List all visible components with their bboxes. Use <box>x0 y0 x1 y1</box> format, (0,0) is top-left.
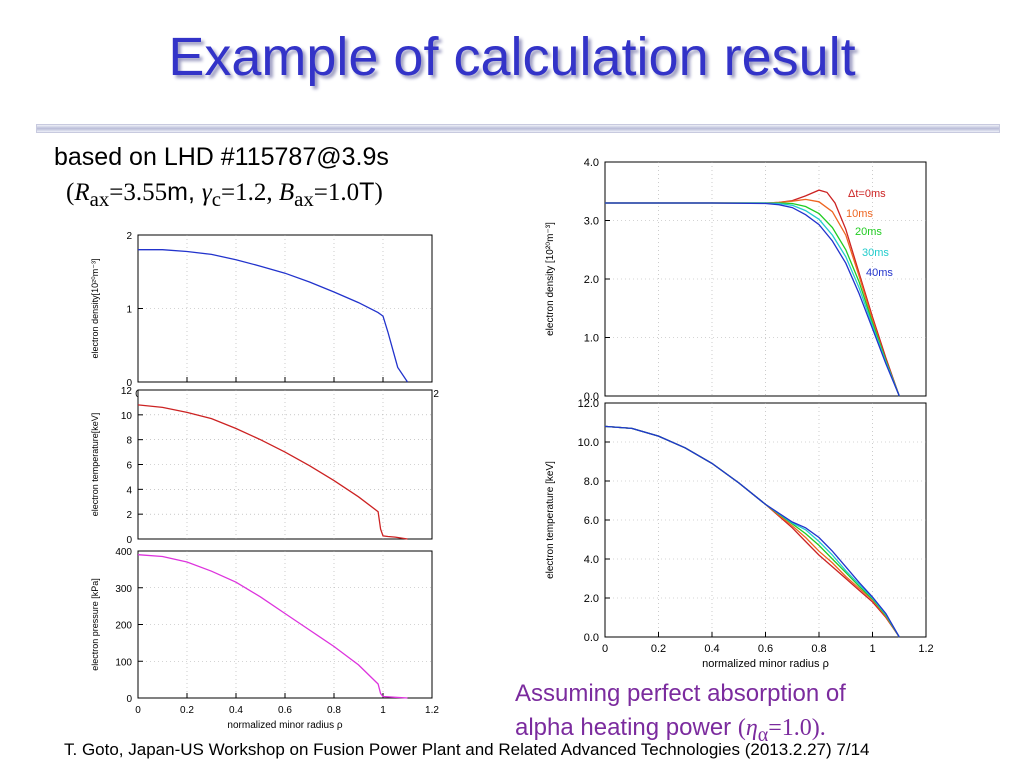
y-tick-label: 1 <box>126 305 132 316</box>
param-gamma-symbol: γ <box>201 179 212 206</box>
y-tick-label: 8.0 <box>584 476 599 488</box>
param-b-value: =1.0 <box>313 179 360 206</box>
x-axis-label: normalized minor radius ρ <box>227 720 342 731</box>
caption: Assuming perfect absorption of alpha hea… <box>515 677 846 752</box>
footer-citation: T. Goto, Japan-US Workshop on Fusion Pow… <box>64 740 870 759</box>
x-tick-label: 0.2 <box>651 643 666 655</box>
series-line-5 <box>604 425 900 638</box>
legend-entry: 10ms <box>846 208 873 220</box>
series-line-5 <box>605 202 900 397</box>
caption-line-1: Assuming perfect absorption of <box>515 680 846 707</box>
caption-eq: =1.0). <box>768 715 826 741</box>
param-r-value: =3.55 <box>109 179 168 206</box>
y-tick-label: 2.0 <box>584 593 599 605</box>
x-tick-label: 1.2 <box>918 643 933 655</box>
param-r-symbol: R <box>74 179 90 206</box>
y-tick-label: 2 <box>126 510 132 521</box>
x-tick-label: 1 <box>380 705 386 716</box>
y-tick-label: 12 <box>121 386 133 397</box>
x-tick-label: 0 <box>602 643 608 655</box>
y-tick-label: 200 <box>115 621 132 632</box>
caption-line-2: alpha heating power (ηα=1.0). <box>515 714 826 746</box>
y-tick-label: 3.0 <box>584 216 599 228</box>
legend-entry: 40ms <box>866 267 893 279</box>
y-tick-label: 2.0 <box>584 274 599 286</box>
x-tick-label: 0.6 <box>278 705 292 716</box>
x-tick-label: 0.6 <box>758 643 773 655</box>
chart-2: 0 2 4 6 8 10 12 electron temperature[keV] <box>90 386 433 546</box>
y-tick-label: 0.0 <box>584 391 599 403</box>
param-r-sub: ax <box>89 187 110 211</box>
y-tick-label: 2 <box>126 231 132 242</box>
y-tick-label: 6.0 <box>584 515 599 527</box>
y-axis-label: electron pressure [kPa] <box>90 578 100 671</box>
y-tick-label: 0.0 <box>584 632 599 644</box>
caption-alpha: α <box>757 723 769 746</box>
y-tick-label: 400 <box>115 547 132 558</box>
caption-line-2-text: alpha heating power <box>515 714 732 741</box>
legend-entry: Δt=0ms <box>848 188 886 200</box>
y-tick-label: 6 <box>126 461 132 472</box>
caption-eta: η <box>745 715 758 741</box>
y-tick-label: 1.0 <box>584 333 599 345</box>
x-axis-label: normalized minor radius ρ <box>702 658 829 670</box>
x-tick-label: 1 <box>869 643 875 655</box>
y-axis-label: electron temperature [keV] <box>545 461 556 579</box>
param-b-unit: T <box>359 178 375 206</box>
slide-title: Example of calculation result <box>168 27 856 87</box>
y-tick-label: 10 <box>121 411 133 422</box>
y-tick-label: 4 <box>126 485 132 496</box>
legend-entry: 20ms <box>855 226 882 238</box>
y-tick-label: 300 <box>115 584 132 595</box>
x-tick-label: 1.2 <box>425 705 439 716</box>
x-tick-label: 0.8 <box>327 705 341 716</box>
parameter-line: (Rax=3.55m, γc=1.2, Bax=1.0T) <box>66 178 383 211</box>
title-divider <box>36 124 1000 133</box>
param-gamma-sub: c <box>211 187 221 211</box>
y-tick-label: 0 <box>126 378 132 389</box>
y-tick-label: 10.0 <box>578 437 599 449</box>
y-tick-label: 4.0 <box>584 554 599 566</box>
x-tick-label: 0 <box>135 705 141 716</box>
chart-4: 0.0 1.0 2.0 3.0 4.0 electron density [10²⁰m⁻³… <box>545 157 927 403</box>
legend-entry: 30ms <box>862 247 889 259</box>
y-tick-label: 100 <box>115 657 132 668</box>
series-line-1 <box>137 554 408 699</box>
y-axis-label: electron density [10²⁰m⁻³] <box>545 222 556 336</box>
y-tick-label: 0 <box>126 535 132 546</box>
param-r-unit: m <box>167 178 188 206</box>
x-tick-label: 0.2 <box>180 705 194 716</box>
x-tick-label: 0.4 <box>229 705 243 716</box>
series-line-1 <box>138 249 409 383</box>
x-tick-label: 0.8 <box>811 643 826 655</box>
series-line-1 <box>137 404 408 540</box>
y-axis-label: electron temperature[keV] <box>90 413 100 517</box>
y-tick-label: 0 <box>126 694 132 705</box>
y-tick-label: 8 <box>126 436 132 447</box>
shot-subtitle: based on LHD #115787@3.9s <box>54 143 389 171</box>
chart-3: 0 100 200 300 400 0 0.2 0.4 0.6 0.8 1 1.2 electron p… <box>90 547 439 731</box>
param-gamma-value: =1.2, <box>220 179 279 206</box>
param-b-symbol: B <box>278 179 295 206</box>
param-b-sub: ax <box>294 187 314 211</box>
y-tick-label: 4.0 <box>584 157 599 169</box>
y-tick-label: 12.0 <box>578 398 599 410</box>
y-axis-label: electron density[10²⁰m⁻³] <box>90 259 100 359</box>
chart-5: 0.0 2.0 4.0 6.0 8.0 10.0 12.0 0 0.2 0.4 0.6 0.8 1 1.2… <box>545 398 934 670</box>
x-tick-label: 0.4 <box>704 643 719 655</box>
